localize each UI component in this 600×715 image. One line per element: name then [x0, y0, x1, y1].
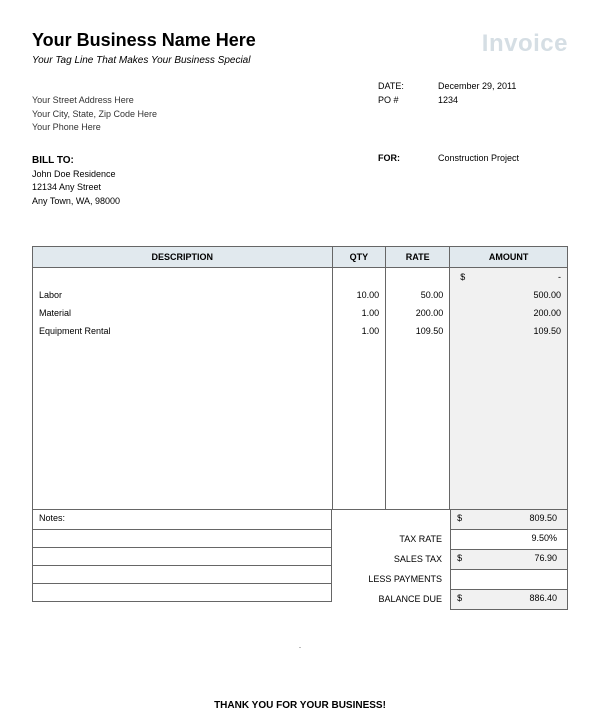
rate-cell: 50.00: [386, 286, 450, 304]
sales-tax-value: $ 76.90: [450, 550, 568, 570]
subtotal-label: [332, 510, 450, 530]
notes-lines: [32, 530, 332, 602]
date-label: DATE:: [378, 80, 438, 94]
separator-dot: .: [32, 640, 568, 650]
tax-rate-value: 9.50%: [450, 530, 568, 550]
qty-cell: 10.00: [332, 286, 386, 304]
sales-tax-label: SALES TAX: [332, 550, 450, 570]
rate-cell: 109.50: [386, 322, 450, 340]
less-payments-label: LESS PAYMENTS: [332, 570, 450, 590]
balance-due-value: $ 886.40: [450, 590, 568, 610]
table-row: Labor 10.00 50.00 500.00: [33, 286, 568, 304]
notes-label: Notes:: [32, 510, 332, 530]
amount-cell: 500.00: [450, 286, 568, 304]
amount-dash: $ -: [450, 268, 568, 286]
address-line: Your City, State, Zip Code Here: [32, 108, 157, 122]
less-payments-value: [450, 570, 568, 590]
desc-cell: Equipment Rental: [33, 322, 333, 340]
invoice-heading: Invoice: [482, 30, 568, 58]
bill-line: John Doe Residence: [32, 168, 120, 182]
col-amount: AMOUNT: [450, 247, 568, 268]
col-description: DESCRIPTION: [33, 247, 333, 268]
qty-cell: 1.00: [332, 304, 386, 322]
for-value: Construction Project: [438, 153, 568, 209]
sender-address: Your Street Address Here Your City, Stat…: [32, 94, 157, 135]
bill-line: Any Town, WA, 98000: [32, 195, 120, 209]
table-row: Material 1.00 200.00 200.00: [33, 304, 568, 322]
cell: [386, 268, 450, 286]
balance-due-label: BALANCE DUE: [332, 590, 450, 610]
for-label: FOR:: [378, 153, 438, 209]
col-qty: QTY: [332, 247, 386, 268]
bill-to-block: BILL TO: John Doe Residence 12134 Any St…: [32, 153, 120, 209]
amount-cell: 109.50: [450, 322, 568, 340]
cell: [33, 268, 333, 286]
table-spacer: [33, 340, 568, 510]
desc-cell: Labor: [33, 286, 333, 304]
tax-rate-label: TAX RATE: [332, 530, 450, 550]
cell: [332, 268, 386, 286]
table-row: Equipment Rental 1.00 109.50 109.50: [33, 322, 568, 340]
line-items-table: DESCRIPTION QTY RATE AMOUNT $ - Labor 10…: [32, 246, 568, 510]
address-line: Your Street Address Here: [32, 94, 157, 108]
po-value: 1234: [438, 94, 568, 108]
dash: -: [558, 272, 561, 282]
subtotal-value: $ 809.50: [450, 510, 568, 530]
tagline: Your Tag Line That Makes Your Business S…: [32, 55, 256, 66]
po-label: PO #: [378, 94, 438, 108]
totals-block: $ 809.50 TAX RATE 9.50% SALES TAX $ 76.9…: [332, 510, 568, 610]
col-rate: RATE: [386, 247, 450, 268]
bill-line: 12134 Any Street: [32, 181, 120, 195]
currency-symbol: $: [456, 272, 465, 282]
date-value: December 29, 2011: [438, 80, 568, 94]
bill-to-title: BILL TO:: [32, 153, 120, 168]
business-name: Your Business Name Here: [32, 30, 256, 51]
desc-cell: Material: [33, 304, 333, 322]
address-line: Your Phone Here: [32, 121, 157, 135]
qty-cell: 1.00: [332, 322, 386, 340]
amount-cell: 200.00: [450, 304, 568, 322]
thank-you: THANK YOU FOR YOUR BUSINESS!: [32, 700, 568, 711]
rate-cell: 200.00: [386, 304, 450, 322]
